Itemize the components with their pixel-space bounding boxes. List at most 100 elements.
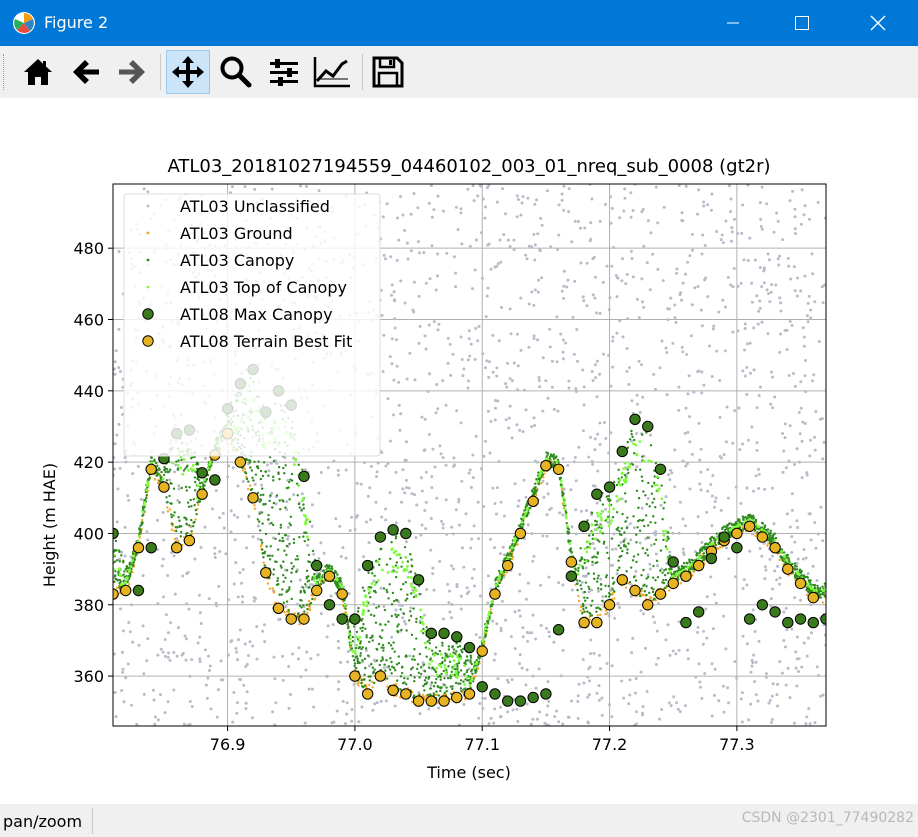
unclassified-point [423, 448, 427, 452]
unclassified-point [754, 474, 758, 478]
unclassified-point [720, 233, 724, 237]
canopy-point [668, 554, 671, 557]
toolbar-grip[interactable] [3, 54, 6, 90]
canopy-point [602, 542, 606, 545]
canopy-point [437, 694, 441, 697]
unclassified-point [281, 678, 285, 682]
unclassified-point [773, 569, 777, 573]
unclassified-point [597, 684, 601, 688]
unclassified-point [562, 284, 566, 288]
unclassified-point [549, 245, 553, 249]
unclassified-point [337, 646, 341, 650]
canopy-point [282, 539, 285, 543]
unclassified-point [821, 457, 825, 461]
unclassified-point [434, 411, 438, 415]
unclassified-point [518, 653, 522, 657]
pan-button[interactable] [166, 50, 210, 94]
unclassified-point [644, 537, 648, 541]
unclassified-point [382, 333, 386, 337]
chart[interactable]: ATL03_20181027194559_04460102_003_01_nre… [0, 98, 918, 804]
figure-canvas[interactable]: ATL03_20181027194559_04460102_003_01_nre… [0, 98, 918, 804]
unclassified-point [335, 709, 339, 713]
unclassified-point [427, 201, 431, 205]
unclassified-point [822, 440, 826, 444]
unclassified-point [410, 492, 414, 496]
unclassified-point [698, 680, 702, 684]
canopy-point [429, 693, 432, 696]
canopy-point [308, 520, 312, 523]
unclassified-point [499, 629, 503, 633]
unclassified-point [393, 704, 397, 708]
unclassified-point [504, 418, 508, 422]
unclassified-point [415, 503, 419, 507]
canopy-point [578, 579, 581, 583]
unclassified-point [399, 500, 403, 504]
canopy-point [645, 585, 648, 588]
canopy-point [471, 672, 474, 675]
canopy-point [625, 570, 628, 573]
unclassified-point [714, 496, 718, 500]
axes-edit-button[interactable] [310, 50, 354, 94]
canopy-point [584, 581, 588, 584]
back-button[interactable] [64, 50, 108, 94]
unclassified-point [269, 461, 273, 465]
unclassified-point [561, 513, 565, 517]
unclassified-point [306, 543, 310, 547]
unclassified-point [388, 355, 392, 359]
maximize-button[interactable] [779, 0, 825, 46]
unclassified-point [659, 503, 663, 507]
unclassified-point [614, 547, 618, 551]
unclassified-point [467, 329, 471, 333]
canopy-point [302, 586, 305, 589]
canopy-point [399, 556, 402, 560]
unclassified-point [561, 648, 565, 652]
unclassified-point [500, 306, 504, 310]
unclassified-point [646, 497, 650, 501]
unclassified-point [244, 664, 248, 668]
forward-button[interactable] [110, 50, 154, 94]
canopy-point [760, 521, 764, 525]
subplots-button[interactable] [262, 50, 306, 94]
close-button[interactable] [855, 0, 901, 46]
canopy-point [464, 678, 467, 681]
home-button[interactable] [16, 50, 60, 94]
unclassified-point [746, 258, 750, 262]
canopy-point [539, 477, 542, 480]
unclassified-point [820, 285, 824, 289]
unclassified-point [217, 584, 221, 588]
canopy-point [277, 472, 280, 476]
unclassified-point [299, 675, 303, 679]
unclassified-point [235, 650, 239, 654]
unclassified-point [251, 535, 255, 539]
canopy-point [175, 460, 178, 463]
unclassified-point [469, 342, 473, 346]
unclassified-point [595, 395, 599, 399]
unclassified-point [466, 187, 470, 191]
ground-point [505, 571, 508, 574]
canopy-point [327, 565, 331, 569]
unclassified-point [790, 535, 794, 539]
canopy-point [813, 583, 817, 587]
unclassified-point [587, 455, 591, 459]
unclassified-point [459, 207, 463, 211]
canopy-point [702, 552, 706, 555]
unclassified-point [457, 497, 461, 501]
unclassified-point [635, 710, 639, 714]
canopy-point [607, 557, 611, 560]
canopy-point [462, 680, 465, 683]
minimize-button[interactable] [710, 0, 756, 46]
unclassified-point [559, 674, 563, 678]
unclassified-point [376, 461, 380, 465]
unclassified-point [685, 352, 689, 356]
canopy-point [728, 522, 731, 525]
unclassified-point [460, 242, 464, 246]
unclassified-point [292, 493, 296, 497]
unclassified-point [672, 695, 676, 699]
unclassified-point [769, 604, 773, 608]
zoom-button[interactable] [214, 50, 258, 94]
unclassified-point [694, 675, 698, 679]
save-button[interactable] [366, 50, 410, 94]
unclassified-point [641, 207, 645, 211]
unclassified-point [586, 695, 590, 699]
unclassified-point [394, 470, 398, 474]
